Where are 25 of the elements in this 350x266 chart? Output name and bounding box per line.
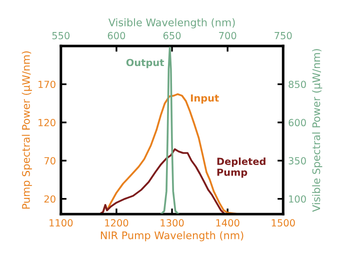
series-label: Output: [126, 58, 164, 68]
y2-tick-label: 850: [288, 80, 306, 88]
x-tick-label: 1200: [105, 219, 128, 227]
x2-tick-label: 650: [163, 32, 181, 40]
x-tick-label: 1500: [272, 219, 295, 227]
series-label: Depleted Pump: [217, 158, 266, 178]
x-tick-label: 1100: [50, 219, 73, 227]
x2-tick-label: 600: [108, 32, 126, 40]
x2-axis-title: Visible Wavelength (nm): [108, 18, 235, 28]
y2-tick-label: 100: [289, 195, 306, 203]
y-tick-label: 70: [44, 157, 56, 164]
y2-tick-label: 350: [288, 157, 306, 164]
y-tick-label: 120: [38, 118, 56, 126]
x-tick-label: 1400: [216, 219, 240, 227]
series-label: Input: [190, 94, 219, 104]
x-axis-title: NIR Pump Wavelength (nm): [100, 231, 244, 242]
x2-tick-label: 700: [219, 32, 236, 40]
y-tick-label: 20: [44, 195, 56, 203]
x2-tick-label: 550: [52, 32, 70, 40]
x2-tick-label: 750: [274, 32, 292, 40]
y2-axis-title: Visible Spectral Power (µW/nm): [312, 49, 322, 212]
y-tick-label: 170: [38, 80, 56, 88]
y2-tick-label: 600: [288, 118, 306, 126]
x-tick-label: 1300: [160, 219, 184, 227]
y-axis-title: Pump Spectral Power (µW/nm): [22, 51, 32, 209]
